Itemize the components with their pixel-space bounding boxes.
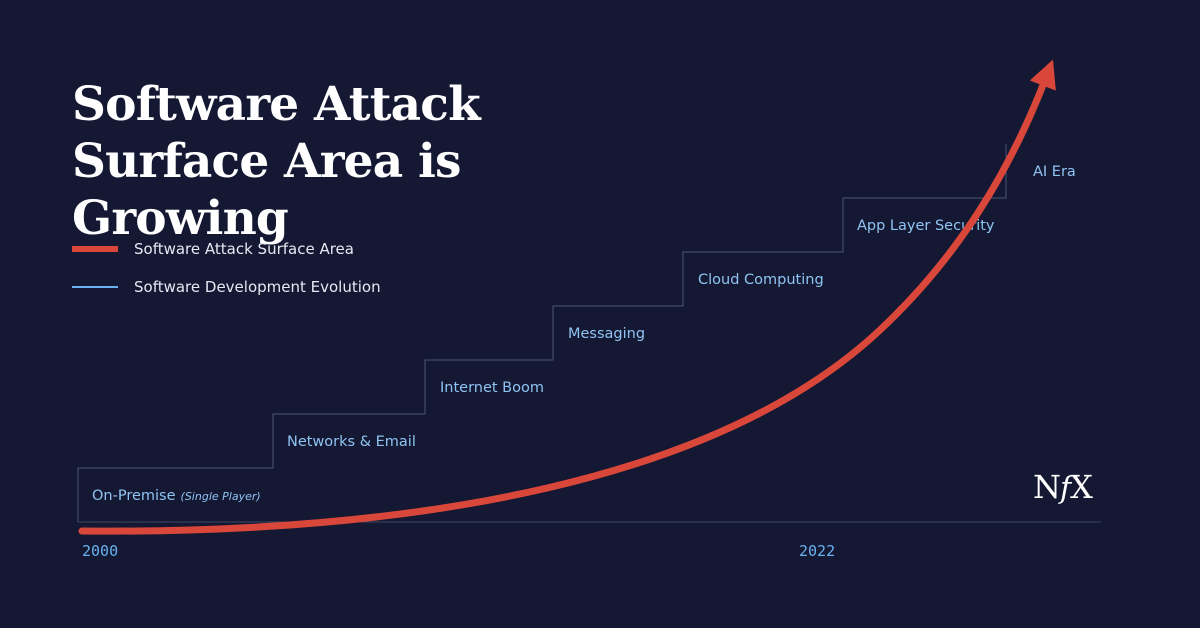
logo-letter: N	[1033, 468, 1061, 506]
legend-swatch-red	[72, 246, 118, 252]
step-label: App Layer Security	[857, 218, 995, 234]
logo-letter: f	[1060, 471, 1071, 506]
step-sublabel: (Single Player)	[181, 490, 261, 503]
legend-label: Software Development Evolution	[134, 278, 381, 296]
x-tick-label: 2000	[82, 542, 118, 560]
logo-letter: X	[1070, 468, 1093, 506]
x-tick-label: 2022	[799, 542, 835, 560]
step-label: On-Premise (Single Player)	[92, 488, 261, 504]
step-label: Internet Boom	[440, 380, 544, 396]
chart-title: Software Attack Surface Area is Growing	[72, 77, 481, 246]
step-label: Cloud Computing	[698, 272, 824, 288]
step-label: Networks & Email	[287, 434, 416, 450]
legend: Software Attack Surface Area Software De…	[72, 230, 381, 306]
step-label: AI Era	[1033, 164, 1076, 180]
attack-surface-curve	[78, 59, 1056, 535]
legend-label: Software Attack Surface Area	[134, 240, 354, 258]
step-label: Messaging	[568, 326, 645, 342]
nfx-logo: NfX	[1033, 468, 1093, 506]
legend-item-attack-surface: Software Attack Surface Area	[72, 230, 381, 268]
legend-item-dev-evolution: Software Development Evolution	[72, 268, 381, 306]
legend-swatch-blue	[72, 286, 118, 288]
staircase-line	[77, 144, 1007, 522]
